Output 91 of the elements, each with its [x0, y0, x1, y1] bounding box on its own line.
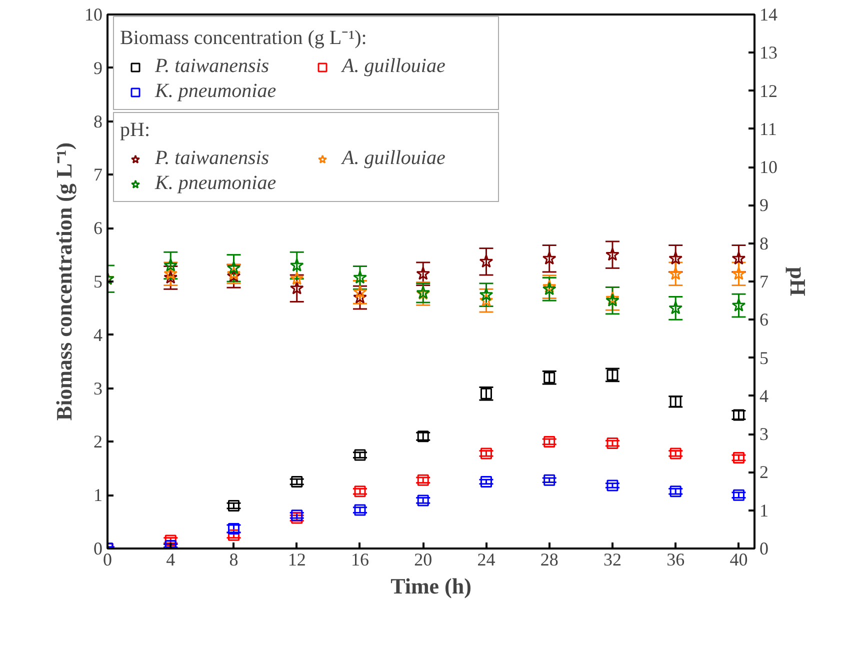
y2-tick-label: 12: [760, 80, 778, 101]
y-tick-label: 7: [94, 164, 102, 185]
y2-tick-label: 11: [760, 118, 777, 139]
x-tick-label: 24: [477, 550, 496, 570]
y-tick-label: 10: [84, 4, 102, 24]
point: [228, 529, 240, 541]
y-axis-title: Biomass concentration (g L⁻¹): [52, 142, 76, 421]
point: [542, 282, 556, 296]
y-tick-label: 9: [94, 58, 102, 78]
x-tick-label: 4: [166, 550, 176, 570]
y2-axis-title: pH: [786, 266, 810, 296]
point: [480, 476, 492, 488]
y-tick-label: 1: [94, 485, 102, 506]
point: [479, 293, 494, 307]
point: [228, 500, 240, 512]
y2-tick-label: 9: [760, 195, 768, 216]
point: [353, 284, 367, 298]
point: [226, 266, 241, 280]
y2-tick-label: 3: [760, 424, 768, 444]
legend-label: P. taiwanensis: [155, 147, 270, 170]
point: [479, 288, 494, 301]
point: [417, 494, 429, 506]
x-tick-label: 36: [666, 550, 685, 570]
y-tick-label: 6: [94, 218, 102, 238]
point: [164, 258, 178, 272]
point: [479, 254, 494, 268]
point: [354, 449, 366, 461]
point: [732, 266, 746, 280]
legend-label: K. pneumoniae: [155, 80, 278, 103]
point: [226, 260, 241, 274]
x-tick-label: 16: [350, 550, 369, 570]
point: [228, 522, 240, 534]
point: [606, 248, 620, 261]
point: [668, 251, 683, 265]
legend-label: A. guillouiae: [342, 55, 446, 78]
x-tick-label: 8: [229, 550, 238, 570]
text: pH:: [120, 119, 150, 141]
point: [668, 300, 683, 314]
point: [290, 258, 304, 272]
y-tick-label: 5: [94, 272, 102, 292]
point: [290, 281, 304, 294]
point: [544, 474, 556, 486]
text: Biomass concentration (g L⁻¹):: [120, 27, 367, 49]
y2-tick-label: 13: [760, 42, 778, 63]
point: [353, 290, 367, 304]
y-tick-label: 3: [94, 378, 102, 398]
point: [670, 448, 682, 460]
y2-tick-label: 7: [760, 272, 768, 292]
point: [480, 448, 492, 460]
point: [732, 489, 744, 501]
point: [354, 486, 366, 498]
x-tick-label: 12: [288, 550, 306, 570]
y2-tick-label: 6: [760, 310, 768, 330]
x-axis-title: Time (h): [390, 574, 472, 598]
y2-tick-label: 1: [760, 500, 768, 520]
y2-tick-label: 14: [760, 4, 778, 24]
point: [732, 251, 746, 265]
x-tick-label: 32: [603, 550, 622, 570]
point: [668, 266, 683, 280]
point: [353, 270, 367, 284]
y-tick-label: 4: [94, 324, 102, 345]
point: [354, 504, 366, 516]
y2-tick-label: 2: [760, 462, 768, 482]
legend-label: K. pneumoniae: [155, 172, 278, 195]
y-tick-label: 8: [94, 111, 102, 132]
point: [290, 272, 304, 285]
y2-tick-label: 8: [760, 233, 768, 254]
point: [417, 474, 429, 486]
point: [732, 298, 746, 312]
point: [291, 510, 303, 522]
y2-tick-label: 5: [760, 348, 768, 368]
x-tick-label: 40: [730, 550, 748, 570]
point: [670, 486, 682, 498]
point: [417, 430, 429, 442]
x-tick-label: 28: [540, 550, 558, 570]
point: [542, 280, 556, 293]
point: [542, 251, 556, 265]
legend-label: A. guillouiae: [342, 147, 446, 170]
point: [164, 534, 176, 546]
point: [606, 438, 618, 450]
point: [606, 480, 618, 492]
x-tick-label: 20: [414, 550, 432, 570]
legend-label: P. taiwanensis: [155, 55, 270, 78]
point: [732, 452, 744, 464]
y2-tick-label: 4: [760, 386, 768, 406]
point: [416, 266, 430, 280]
y2-tick-label: 10: [760, 157, 778, 178]
point: [164, 266, 178, 280]
y-tick-label: 2: [94, 432, 102, 452]
point: [544, 436, 556, 448]
point: [164, 270, 178, 284]
